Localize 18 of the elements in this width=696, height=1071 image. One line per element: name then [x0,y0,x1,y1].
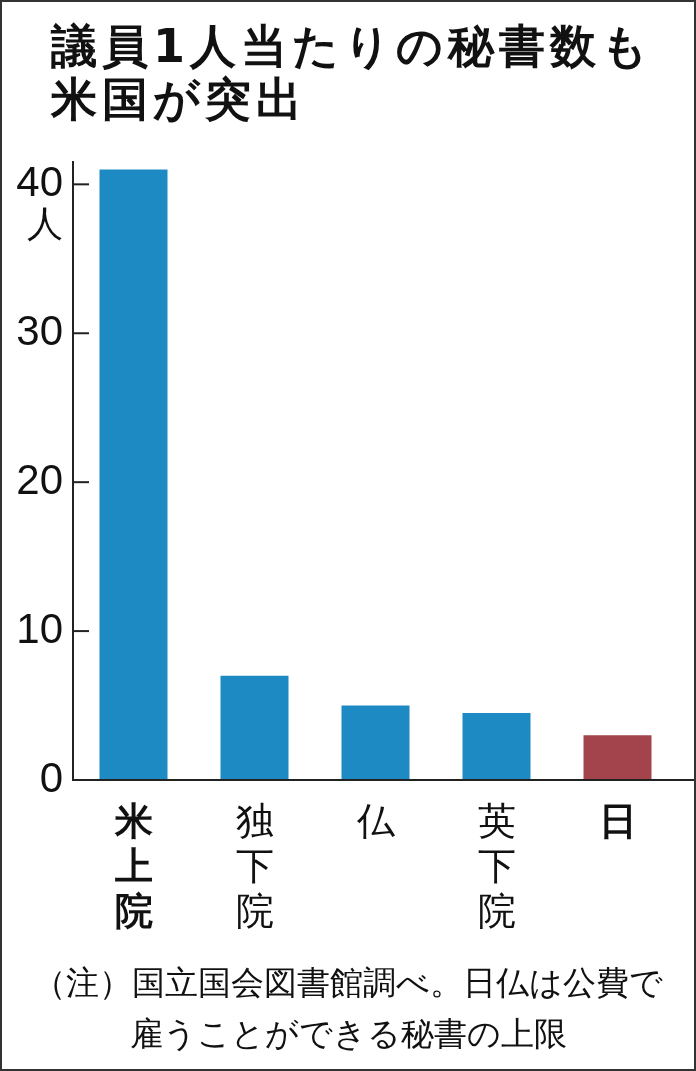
y-tick-label: 30 [16,306,63,354]
bar [220,675,289,780]
bar [99,169,168,780]
bar [341,705,410,780]
y-tick-label: 20 [16,455,63,503]
x-tick-label: 仏 [355,799,396,844]
bar [462,712,531,780]
x-tick-label: 英下院 [476,799,517,934]
x-tick-label: 独下院 [234,799,275,934]
y-tick-label: 10 [16,604,63,652]
x-tick-label: 米上院 [113,799,154,934]
bar [583,735,652,780]
text: （注）国立国会図書館調べ。日仏は公費で雇うことができる秘書の上限 [32,962,664,1055]
y-tick-label: 40 [16,157,63,205]
chart-title: 議員1人当たりの秘書数も米国が突出 [51,19,654,126]
y-axis-title: 人 [27,202,63,244]
y-tick-label: 0 [39,753,63,801]
x-tick-label: 日 [597,799,638,844]
